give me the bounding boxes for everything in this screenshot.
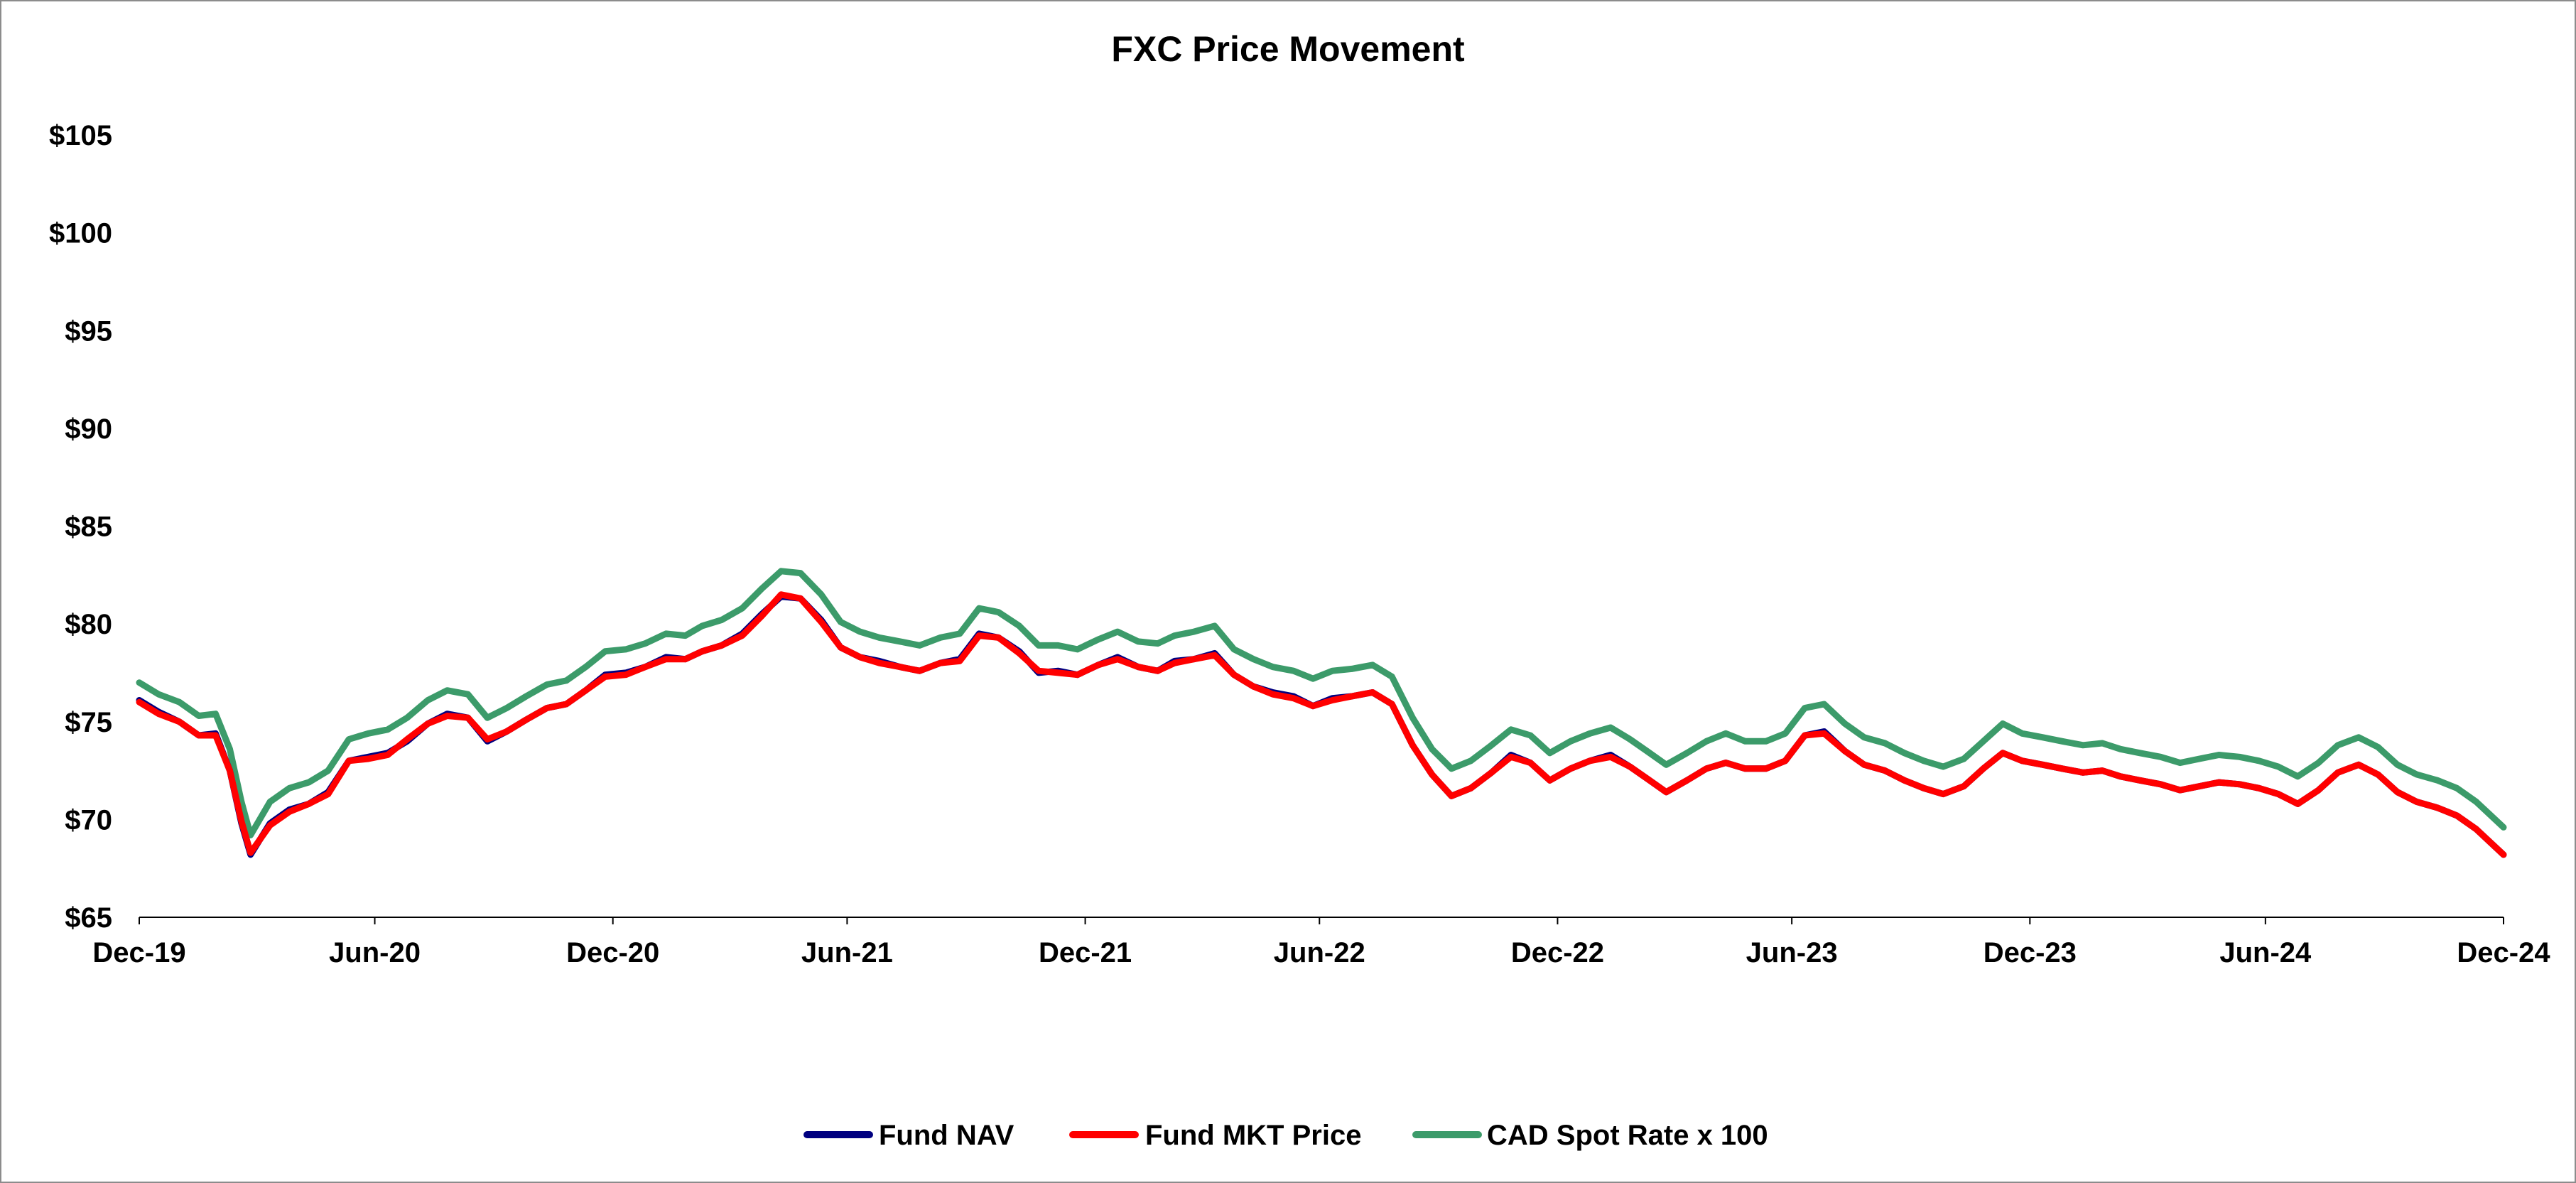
x-tick-label: Jun-22	[1274, 937, 1365, 968]
series-lines	[136, 568, 2507, 858]
y-tick-label: $80	[65, 609, 112, 640]
legend: Fund NAV Fund MKT Price CAD Spot Rate x 10…	[803, 1120, 1768, 1151]
chart-title: FXC Price Movement	[1111, 29, 1465, 69]
x-tick-label: Jun-20	[329, 937, 421, 968]
x-tick-label: Jun-24	[2219, 937, 2312, 968]
x-axis-tick-marks	[139, 917, 2504, 924]
x-tick-label: Dec-22	[1511, 937, 1604, 968]
y-tick-label: $85	[65, 512, 112, 543]
y-axis-tick-labels: $65 $70 $75 $80 $85 $90 $95 $100 $105	[49, 120, 112, 934]
series-line-fund-mkt-price	[136, 591, 2507, 858]
legend-item-fund-mkt-price: Fund MKT Price	[1069, 1120, 1361, 1151]
legend-label: CAD Spot Rate x 100	[1487, 1120, 1768, 1151]
x-tick-label: Dec-21	[1039, 937, 1132, 968]
legend-item-cad-spot-rate-x-100: CAD Spot Rate x 100	[1412, 1120, 1768, 1151]
x-tick-label: Dec-23	[1984, 937, 2077, 968]
x-tick-label: Jun-23	[1746, 937, 1838, 968]
series-line-fund-nav	[136, 593, 2507, 858]
x-tick-label: Dec-24	[2457, 937, 2550, 968]
x-tick-label: Dec-20	[566, 937, 659, 968]
legend-label: Fund MKT Price	[1145, 1120, 1361, 1151]
y-tick-label: $75	[65, 707, 112, 738]
y-tick-label: $100	[49, 218, 112, 249]
x-tick-label: Dec-19	[92, 937, 185, 968]
x-axis-tick-labels: Dec-19 Jun-20 Dec-20 Jun-21 Dec-21 Jun-22 Dec-…	[92, 937, 2550, 968]
series-line-cad-spot-rate-x-100	[136, 568, 2507, 838]
legend-label: Fund NAV	[879, 1120, 1014, 1151]
y-tick-label: $90	[65, 414, 112, 445]
y-tick-label: $70	[65, 804, 112, 836]
y-tick-label: $105	[49, 120, 112, 151]
y-tick-label: $65	[65, 902, 112, 934]
legend-item-fund-nav: Fund NAV	[803, 1120, 1014, 1151]
x-tick-label: Jun-21	[801, 937, 893, 968]
y-tick-label: $95	[65, 315, 112, 347]
